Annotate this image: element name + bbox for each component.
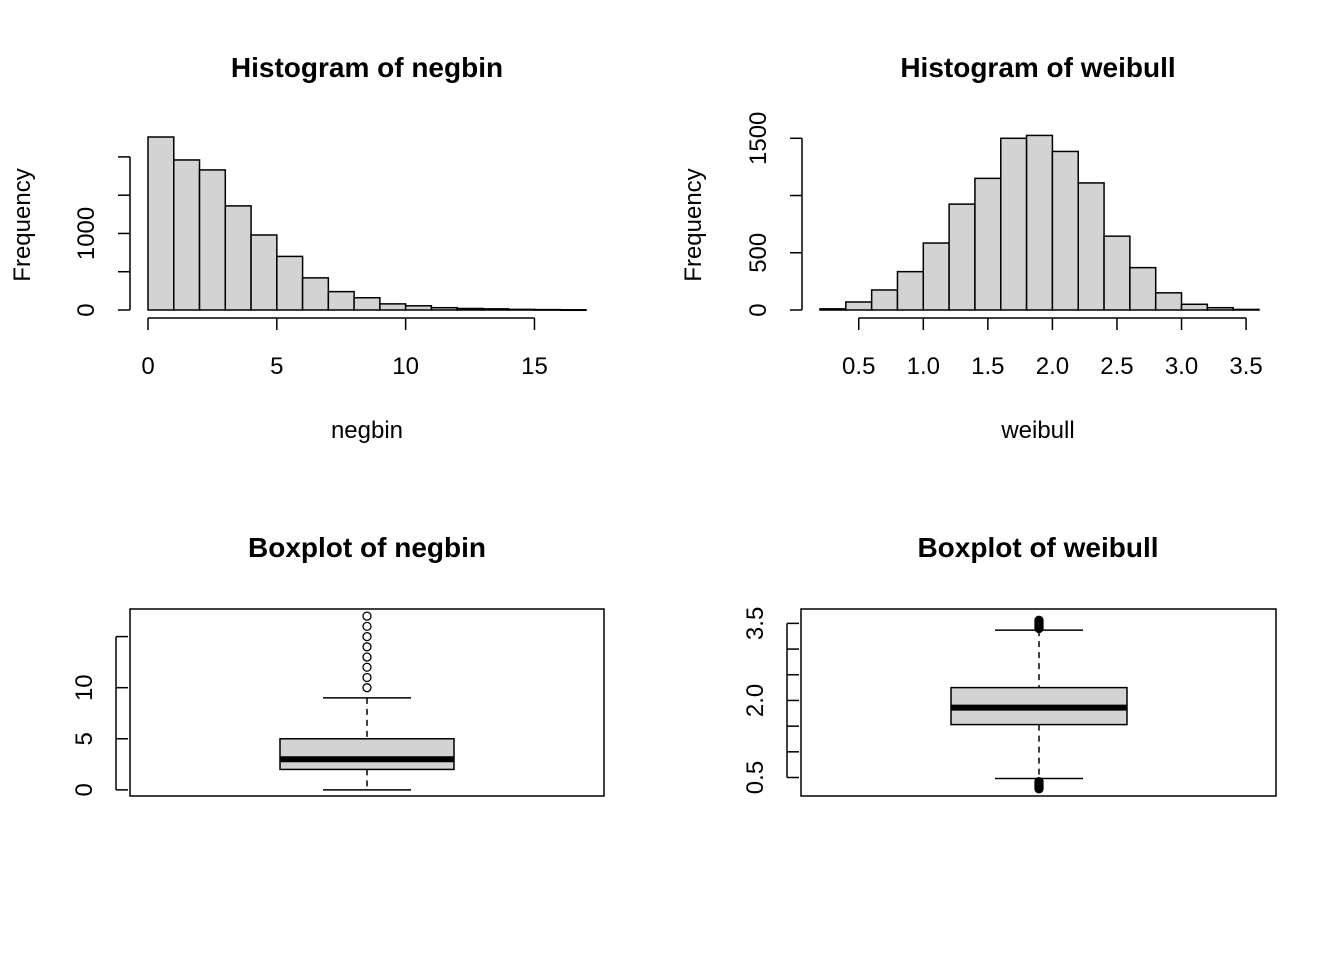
- histogram-weibull-x-tick-label: 1.5: [971, 353, 1004, 380]
- histogram-weibull-bar: [1051, 150, 1079, 311]
- histogram-weibull-panel: Histogram of weibull weibull Frequency 0…: [680, 52, 1263, 444]
- histogram-negbin-y-tick-label: 1000: [73, 207, 100, 260]
- histogram-weibull-bar: [1103, 235, 1131, 311]
- histogram-negbin-bar: [327, 290, 355, 311]
- histogram-weibull-y-tick-label: 500: [745, 233, 772, 273]
- boxplot-weibull-title: Boxplot of weibull: [917, 532, 1158, 563]
- histogram-negbin-bar: [379, 303, 407, 311]
- histogram-negbin-bar: [559, 309, 587, 312]
- boxplot-negbin-outlier: [362, 662, 372, 672]
- boxplot-weibull-outlier: [1034, 615, 1044, 625]
- histogram-weibull-x-tick-label: 2.5: [1100, 353, 1133, 380]
- histogram-negbin-bar: [533, 308, 561, 311]
- histogram-weibull-bar: [845, 301, 873, 311]
- histogram-negbin-bar: [198, 169, 227, 311]
- boxplot-weibull-outlier: [1034, 776, 1044, 787]
- boxplot-weibull-y-axis: 0.5 2.0 3.5: [742, 607, 799, 794]
- histogram-weibull-bar: [922, 242, 950, 311]
- histogram-weibull-bar: [1025, 134, 1054, 311]
- histogram-weibull-title: Histogram of weibull: [900, 52, 1175, 83]
- boxplot-negbin-outlier: [362, 621, 372, 632]
- boxplot-negbin-y-tick-label: 0: [71, 783, 98, 796]
- histogram-negbin-ylabel: Frequency: [9, 168, 36, 281]
- histogram-weibull-bar: [1232, 308, 1260, 311]
- histogram-weibull-bar: [1077, 182, 1105, 311]
- boxplot-negbin-y-tick-label: 5: [71, 732, 98, 745]
- histogram-weibull-x-tick-label: 1.0: [907, 353, 940, 380]
- histogram-weibull-y-tick-label: 0: [745, 303, 772, 316]
- histogram-negbin-bar: [301, 277, 330, 311]
- histogram-negbin-y-tick-label: 0: [73, 303, 100, 316]
- boxplot-weibull-y-tick-label: 2.0: [742, 684, 769, 717]
- histogram-negbin-bar: [482, 308, 510, 311]
- histogram-negbin-bar: [430, 306, 458, 311]
- boxplot-weibull-frame: [800, 608, 1277, 797]
- boxplot-negbin-outlier: [362, 652, 372, 662]
- histogram-weibull-x-tick-label: 3.0: [1165, 353, 1198, 380]
- histogram-weibull-bar: [974, 177, 1002, 311]
- histogram-weibull-bar: [1154, 292, 1183, 311]
- boxplot-negbin-y-axis: 0 5 10: [71, 635, 128, 797]
- histogram-negbin-x-tick-label: 10: [392, 353, 419, 380]
- histogram-weibull-bar: [1129, 266, 1157, 311]
- histogram-weibull-bar: [1206, 306, 1234, 311]
- boxplot-negbin-title: Boxplot of negbin: [248, 532, 486, 563]
- histogram-negbin-bar: [224, 205, 252, 311]
- histogram-weibull-x-tick-label: 2.0: [1036, 353, 1069, 380]
- histogram-weibull-ylabel: Frequency: [680, 168, 707, 281]
- boxplot-negbin-plot: [279, 611, 455, 791]
- histogram-negbin-bars: [147, 136, 587, 312]
- histogram-weibull-x-axis: 0.5 1.0 1.5 2.0 2.5 3.0 3.5: [842, 317, 1263, 380]
- boxplot-negbin-outlier: [362, 672, 372, 683]
- histogram-weibull-x-tick-label: 0.5: [842, 353, 875, 380]
- histogram-negbin-x-tick-label: 5: [270, 353, 283, 380]
- histogram-negbin-bar: [353, 297, 381, 311]
- boxplot-weibull-panel: Boxplot of weibull 0.5 2.0 3.5: [742, 532, 1277, 797]
- histogram-negbin-y-axis: 0 1000: [73, 156, 131, 317]
- histogram-negbin-xlabel: negbin: [331, 417, 403, 444]
- histogram-negbin-bar: [250, 234, 278, 311]
- histogram-weibull-bar: [896, 270, 925, 311]
- boxplot-negbin-panel: Boxplot of negbin 0 5 10: [71, 532, 605, 797]
- boxplot-negbin-outlier: [362, 683, 372, 693]
- histogram-negbin-bar: [404, 305, 433, 311]
- histogram-negbin-x-axis: 0 5 10 15: [141, 317, 548, 380]
- histogram-negbin-panel: Histogram of negbin negbin Frequency 0 5 1…: [9, 52, 587, 444]
- histogram-negbin-x-tick-label: 0: [141, 353, 154, 380]
- histogram-negbin-bar: [507, 308, 536, 311]
- histogram-negbin-x-tick-label: 15: [521, 353, 548, 380]
- boxplot-negbin-frame: [129, 608, 605, 797]
- histogram-weibull-bar: [819, 308, 847, 311]
- histogram-negbin-bar: [173, 159, 201, 311]
- boxplot-negbin-outlier: [362, 611, 372, 621]
- histogram-weibull-bar: [948, 203, 976, 311]
- histogram-weibull-x-tick-label: 3.5: [1229, 353, 1262, 380]
- boxplot-negbin-y-tick-label: 10: [71, 674, 98, 701]
- histogram-weibull-bar: [1000, 137, 1028, 311]
- histogram-weibull-y-tick-label: 1500: [745, 112, 772, 165]
- boxplot-weibull-y-tick-label: 0.5: [742, 761, 769, 794]
- histogram-weibull-bar: [870, 289, 899, 311]
- boxplot-negbin-outlier: [362, 631, 372, 642]
- histogram-weibull-bar: [1180, 303, 1209, 311]
- histogram-weibull-bars: [819, 134, 1260, 311]
- histogram-weibull-xlabel: weibull: [1000, 417, 1074, 444]
- boxplot-weibull-plot: [950, 615, 1128, 794]
- histogram-negbin-bar: [147, 136, 175, 311]
- boxplot-negbin-box: [279, 738, 455, 771]
- histogram-negbin-bar: [276, 255, 304, 311]
- histogram-negbin-title: Histogram of negbin: [231, 52, 503, 83]
- histogram-weibull-y-axis: 0 500 1500: [745, 112, 803, 317]
- histogram-negbin-bar: [456, 307, 484, 311]
- boxplot-negbin-outlier: [362, 642, 372, 652]
- boxplot-weibull-y-tick-label: 3.5: [742, 607, 769, 640]
